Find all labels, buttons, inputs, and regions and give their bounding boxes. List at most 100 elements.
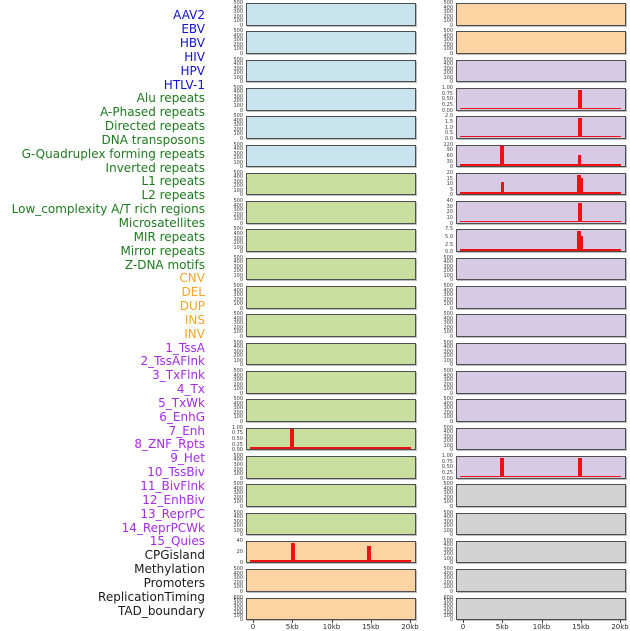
signal-baseline [460,164,621,166]
y-tick-label: 300 [443,348,453,355]
y-tick-label: 400 [233,457,243,464]
y-tick-label: 500 [443,28,453,35]
y-tick-label: 300 [233,405,243,412]
track-label: INV [184,326,205,341]
y-tick-label: 0 [239,249,243,256]
y-tick-label: 200 [233,211,243,218]
y-tick-label: 0 [449,22,453,29]
signal-spike [500,457,505,477]
y-tick-label: 400 [443,429,453,436]
track-label: 8_ZNF_Rpts [134,437,205,452]
y-tick-label: 0 [449,617,453,624]
y-tick-label: 100 [443,272,453,279]
track-panel [456,3,626,26]
y-tick-label: 300 [443,605,453,612]
y-tick-label: 200 [233,155,243,162]
track-panel [246,399,416,422]
x-tick-label: 5kb [495,622,509,631]
y-tick-label: 300 [443,292,453,299]
x-tick-mark [331,620,333,623]
y-tick-label: 400 [233,602,243,609]
track-label: 15_Quies [149,534,205,549]
y-tick-label: 100 [443,414,453,421]
y-tick-label: 400 [443,485,453,492]
y-tick-label: 1.00 [441,452,453,459]
y-tick-label: 200 [443,13,453,20]
y-tick-label: 0 [449,305,453,312]
y-tick-label: 500 [443,56,453,63]
y-tick-label: 1.0 [445,124,453,131]
track-panel [456,512,626,536]
y-tick-label: 0 [239,588,243,595]
x-tick-mark [410,620,412,623]
y-tick-label: 100 [233,414,243,421]
y-tick-label: 0.25 [231,441,243,448]
y-tick-label: 0.75 [441,90,453,97]
y-tick-label: 500 [233,0,243,6]
y-tick-label: 200 [233,324,243,331]
y-tick-label: 500 [233,254,243,261]
y-tick-label: 0 [239,192,243,199]
x-tick-mark [541,620,543,623]
y-tick-label: 200 [443,579,453,586]
x-tick-label: 5kb [285,622,299,631]
y-tick-label: 400 [443,32,453,39]
y-tick-label: 100 [233,103,243,109]
signal-baseline [460,249,621,251]
signal-baseline [250,447,411,449]
y-tick-label: 500 [233,598,243,605]
track-label: Methylation [134,562,205,577]
track-panel [246,172,416,196]
y-tick-label: 400 [233,32,243,39]
track-label: EBV [181,22,205,37]
y-tick-label: 0 [449,418,453,425]
y-tick-label: 0 [239,135,243,142]
y-tick-label: 500 [443,311,453,318]
track-panel [246,257,416,281]
track-label: Microsatellites [118,215,205,230]
x-tick-mark [292,620,294,623]
y-tick-label: 300 [443,405,453,412]
y-tick-label: 0.25 [441,469,453,476]
signal-baseline [460,135,621,138]
y-tick-label: 200 [443,523,453,530]
y-tick-label: 100 [443,18,453,25]
y-tick-label: 0.75 [231,430,243,437]
track-panel [456,342,626,366]
y-tick-label: 0 [239,560,243,567]
y-tick-label: 300 [443,9,453,16]
y-tick-label: 500 [443,537,453,544]
track-label: 12_EnhBiv [142,492,205,507]
track-panel [246,201,416,224]
track-panel [456,371,626,394]
signal-baseline [250,560,411,562]
signal-spike [367,546,372,562]
x-tick-mark [580,620,582,623]
y-tick-label: 200 [233,494,243,501]
track-label: 14_ReprPCWk [121,520,205,535]
y-tick-label: 400 [443,315,453,322]
track-panel [246,455,416,479]
y-tick-label: 90 [446,147,453,154]
track-panel [246,512,416,536]
track-label: 1_TssA [165,340,205,355]
signal-spike [577,89,582,109]
track-label: AAV2 [173,8,205,23]
y-tick-label: 30 [446,158,453,165]
y-tick-label: 200 [443,551,453,558]
signal-spike [290,542,295,562]
track-label: Mirror repeats [120,243,205,258]
y-tick-label: 300 [233,178,243,185]
y-tick-label: 300 [233,462,243,468]
y-tick-label: 400 [233,231,243,237]
y-tick-label: 100 [233,527,243,534]
track-panel [456,31,626,54]
track-label: 6_EnhG [159,409,205,424]
y-tick-label: 300 [443,37,453,44]
track-label: Directed repeats [104,119,205,134]
y-tick-label: 500 [233,28,243,35]
y-tick-label: 300 [233,518,243,525]
y-tick-label: 0.50 [441,464,453,471]
y-tick-label: 100 [233,159,243,166]
